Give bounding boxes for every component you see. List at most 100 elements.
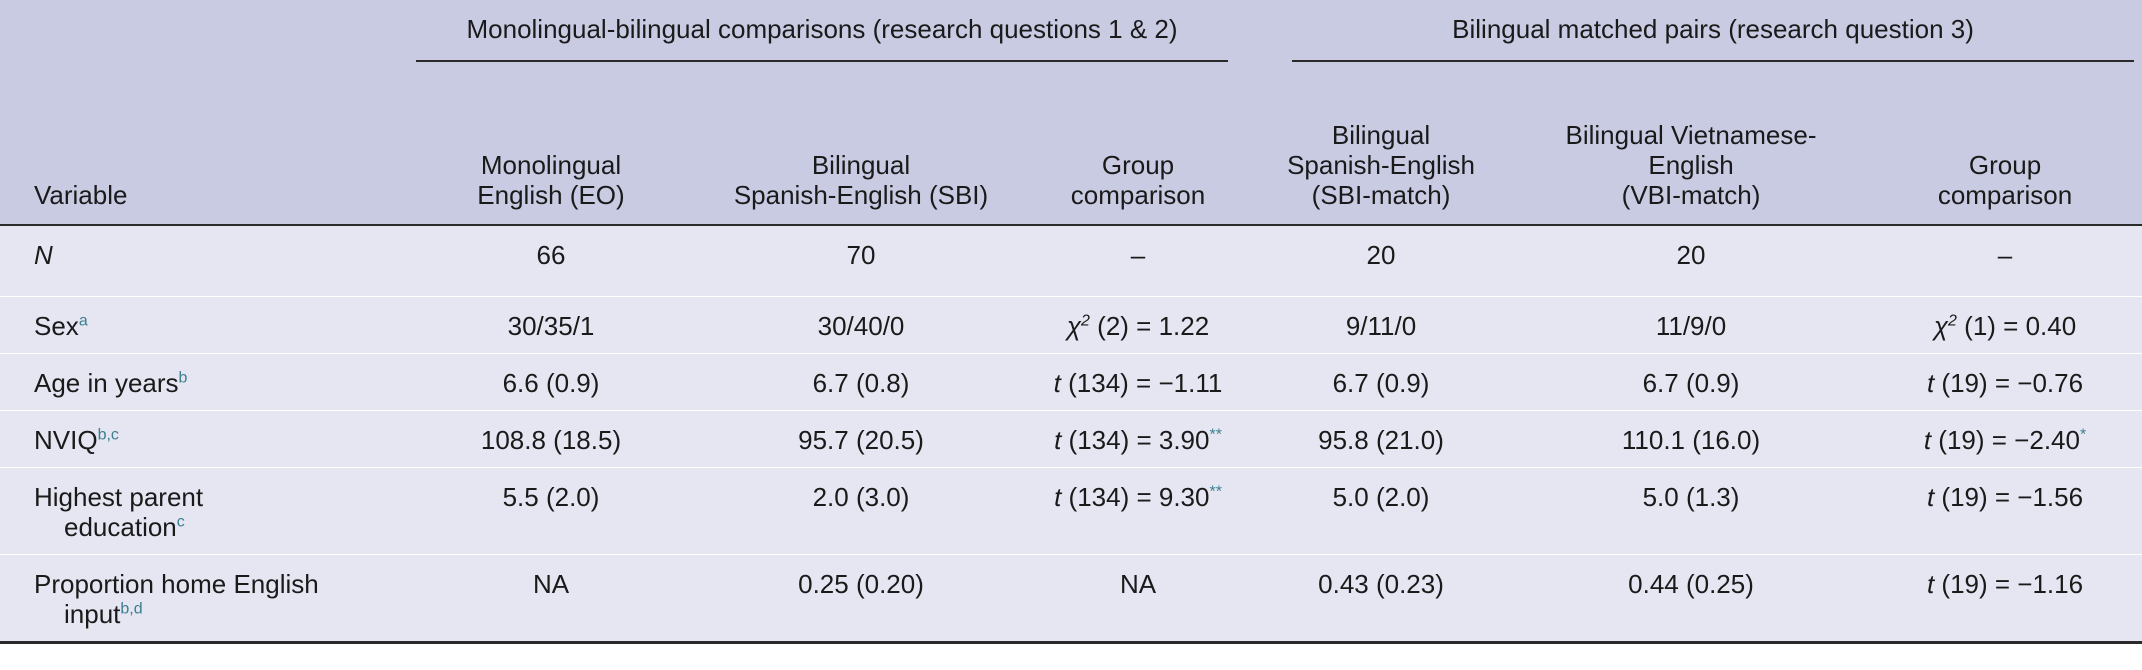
cell-n-eo: 66	[408, 225, 694, 297]
cell-nviq-eo: 108.8 (18.5)	[408, 410, 694, 468]
column-header-group-comparison-1: Group comparison	[1028, 76, 1248, 225]
cell-n-sbi-match: 20	[1248, 225, 1515, 297]
stat-symbol: t	[1926, 368, 1935, 398]
column-header-sbi-match: Bilingual Spanish-English (SBI-match)	[1248, 76, 1514, 225]
stat-value: (19) = −1.16	[1934, 569, 2084, 599]
stat-value: (134) = −1.11	[1060, 368, 1223, 398]
stat-symbol: χ	[1066, 311, 1082, 341]
cell-sex-comparison-2: χ2 (1) = 0.40	[1868, 296, 2142, 354]
column-header-sbi: Bilingual Spanish-English (SBI)	[694, 76, 1028, 225]
cell-prop-eo: NA	[408, 554, 694, 644]
column-header-sbi-match-line3: (SBI-match)	[1311, 180, 1451, 210]
cell-nviq-sbi: 95.7 (20.5)	[694, 410, 1028, 468]
stat-exponent: 2	[1948, 312, 1957, 330]
footnote-marker: b	[178, 369, 188, 387]
footnote-marker: b,c	[97, 426, 119, 444]
cell-prop-sbi-match: 0.43 (0.23)	[1248, 554, 1515, 644]
table-row: Age in yearsb 6.6 (0.9) 6.7 (0.8) t (134…	[0, 353, 2142, 411]
column-header-row: Variable Monolingual English (EO) Biling…	[0, 76, 2142, 225]
cell-sex-sbi-match: 9/11/0	[1248, 296, 1515, 354]
table-row: NVIQb,c 108.8 (18.5) 95.7 (20.5) t (134)…	[0, 410, 2142, 468]
cell-age-comparison-1: t (134) = −1.11	[1028, 353, 1249, 411]
cell-prop-sbi: 0.25 (0.20)	[694, 554, 1028, 644]
stat-value: (19) = −1.56	[1934, 482, 2084, 512]
row-label-home-english-input-line2: input	[64, 599, 121, 629]
cell-age-vbi-match: 6.7 (0.9)	[1514, 353, 1869, 411]
stat-symbol: t	[1926, 569, 1935, 599]
stat-value: (19) = −2.40	[1931, 425, 2080, 455]
column-header-group-comparison-1-line2: comparison	[1070, 180, 1206, 210]
empty-header-cell	[0, 0, 408, 76]
row-label-age-text: Age in years	[34, 368, 179, 398]
cell-age-comparison-2: t (19) = −0.76	[1868, 353, 2142, 411]
column-header-eo: Monolingual English (EO)	[408, 76, 694, 225]
row-label-parent-education: Highest parent educationc	[0, 467, 408, 555]
cell-edu-comparison-1: t (134) = 9.30**	[1028, 467, 1249, 555]
column-header-variable: Variable	[34, 180, 128, 210]
stat-symbol: t	[1054, 482, 1062, 512]
row-label-nviq: NVIQb,c	[0, 410, 408, 468]
cell-edu-sbi: 2.0 (3.0)	[694, 467, 1028, 555]
row-label-parent-education-line2: education	[64, 512, 177, 542]
cell-sex-comparison-1: χ2 (2) = 1.22	[1028, 296, 1249, 354]
table-body: N 66 70 – 20 20 – Sexa 30/35/1 30/40/0 χ…	[0, 225, 2142, 644]
column-header-group-comparison-1-line1: Group	[1101, 150, 1175, 180]
row-label-sex-text: Sex	[34, 311, 79, 341]
cell-edu-eo: 5.5 (2.0)	[408, 467, 694, 555]
cell-nviq-vbi-match: 110.1 (16.0)	[1514, 410, 1869, 468]
cell-nviq-sbi-match: 95.8 (21.0)	[1248, 410, 1515, 468]
table-row: Highest parent educationc 5.5 (2.0) 2.0 (…	[0, 467, 2142, 555]
row-label-parent-education-line1: Highest parent	[34, 482, 204, 512]
cell-prop-comparison-1: NA	[1028, 554, 1249, 644]
table-header: Monolingual-bilingual comparisons (resea…	[0, 0, 2142, 225]
row-label-sex: Sexa	[0, 296, 408, 354]
row-label-home-english-input-line1: Proportion home English	[34, 569, 319, 599]
stat-symbol: t	[1054, 425, 1062, 455]
cell-prop-vbi-match: 0.44 (0.25)	[1514, 554, 1869, 644]
column-header-vbi-match-line3: (VBI-match)	[1621, 180, 1761, 210]
row-label-age: Age in yearsb	[0, 353, 408, 411]
stat-symbol: t	[1926, 482, 1935, 512]
column-header-vbi-match: Bilingual Vietnamese- English (VBI-match…	[1514, 76, 1868, 225]
column-header-eo-line1: Monolingual	[480, 150, 622, 180]
column-header-eo-line2: English (EO)	[477, 180, 625, 210]
row-label-home-english-input: Proportion home English inputb,d	[0, 554, 408, 644]
stat-value: (2) = 1.22	[1089, 311, 1210, 341]
cell-age-sbi-match: 6.7 (0.9)	[1248, 353, 1515, 411]
table-row: N 66 70 – 20 20 –	[0, 225, 2142, 297]
column-header-vbi-match-line2: English	[1648, 150, 1734, 180]
cell-age-sbi: 6.7 (0.8)	[694, 353, 1028, 411]
cell-n-comparison-2: –	[1868, 225, 2142, 297]
cell-n-comparison-1: –	[1028, 225, 1249, 297]
table-row: Proportion home English inputb,d NA 0.25 …	[0, 554, 2142, 644]
cell-sex-sbi: 30/40/0	[694, 296, 1028, 354]
row-label-n: N	[0, 225, 408, 297]
column-header-group-comparison-2-line1: Group	[1968, 150, 2042, 180]
significance-marker: **	[1209, 426, 1222, 444]
footnote-marker: a	[78, 312, 88, 330]
cell-n-vbi-match: 20	[1514, 225, 1869, 297]
group-header-row: Monolingual-bilingual comparisons (resea…	[0, 0, 2142, 76]
footnote-marker: c	[176, 513, 185, 531]
stat-value: (134) = 9.30	[1061, 482, 1210, 512]
stat-symbol: χ	[1933, 311, 1949, 341]
group-header-monolingual-bilingual-label: Monolingual-bilingual comparisons (resea…	[416, 14, 1229, 62]
stat-value: (19) = −0.76	[1934, 368, 2084, 398]
table-row: Sexa 30/35/1 30/40/0 χ2 (2) = 1.22 9/11/…	[0, 296, 2142, 354]
cell-edu-vbi-match: 5.0 (1.3)	[1514, 467, 1869, 555]
stat-value: (134) = 3.90	[1061, 425, 1210, 455]
group-header-monolingual-bilingual: Monolingual-bilingual comparisons (resea…	[408, 0, 1248, 76]
footnote-marker: b,d	[120, 600, 143, 618]
cell-nviq-comparison-2: t (19) = −2.40*	[1868, 410, 2142, 468]
column-header-group-comparison-2-line2: comparison	[1937, 180, 2073, 210]
cell-sex-eo: 30/35/1	[408, 296, 694, 354]
demographics-table: Monolingual-bilingual comparisons (resea…	[0, 0, 2142, 644]
column-header-sbi-match-line1: Bilingual	[1331, 120, 1431, 150]
cell-sex-vbi-match: 11/9/0	[1514, 296, 1869, 354]
cell-prop-comparison-2: t (19) = −1.16	[1868, 554, 2142, 644]
stat-symbol: t	[1053, 368, 1061, 398]
column-header-group-comparison-2: Group comparison	[1868, 76, 2142, 225]
stat-symbol: t	[1923, 425, 1932, 455]
column-header-sbi-match-line2: Spanish-English	[1287, 150, 1475, 180]
